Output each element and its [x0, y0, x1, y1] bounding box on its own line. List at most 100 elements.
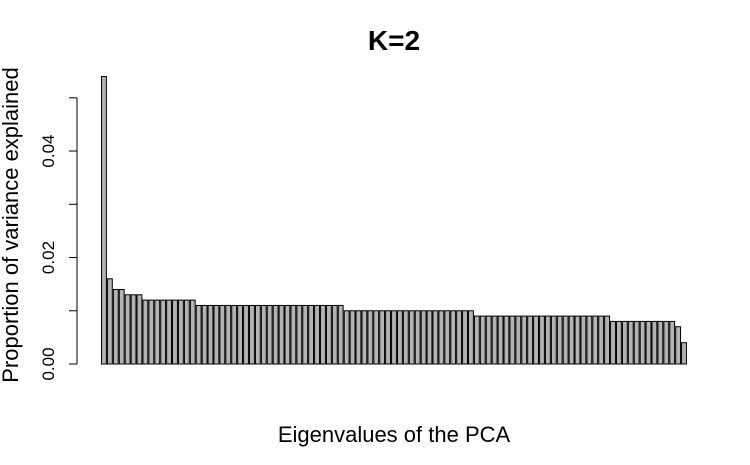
bar: [243, 304, 249, 365]
bar: [118, 288, 125, 365]
bar: [166, 299, 172, 365]
bar: [272, 304, 279, 365]
bar: [568, 315, 575, 365]
bar: [669, 320, 676, 365]
bar: [106, 278, 113, 365]
bar: [237, 304, 244, 365]
bar: [396, 310, 403, 365]
bar: [172, 299, 178, 365]
bar: [515, 315, 522, 365]
bar: [124, 294, 131, 365]
y-axis: 0.00 0.02 0.04: [39, 97, 78, 381]
bar: [444, 310, 451, 365]
bar: [586, 315, 593, 365]
bar: [136, 294, 143, 365]
bar: [580, 315, 587, 365]
bar: [302, 304, 309, 365]
bar: [468, 310, 474, 365]
bar: [598, 315, 605, 365]
bar: [485, 315, 492, 365]
bar: [491, 315, 498, 365]
bar: [213, 304, 220, 365]
bar: [154, 299, 161, 365]
y-axis-label: Proportion of variance explained: [0, 67, 23, 383]
bar: [402, 310, 409, 365]
bar: [101, 76, 107, 365]
bar: [645, 320, 652, 365]
bar: [343, 310, 350, 365]
y-tick-label: 0.02: [39, 241, 58, 274]
bars: [101, 76, 687, 365]
y-tick-label: 0.04: [39, 134, 58, 167]
bar: [320, 304, 326, 365]
bar: [426, 310, 433, 365]
bar: [219, 304, 226, 365]
bar: [207, 304, 214, 365]
bar: [296, 304, 303, 365]
bar: [527, 315, 534, 365]
bar: [201, 304, 208, 365]
bar: [314, 304, 320, 365]
bar: [391, 310, 397, 365]
bar: [385, 310, 391, 365]
bar: [550, 315, 557, 365]
bar: [249, 304, 255, 365]
bar: [574, 315, 581, 365]
bar: [195, 304, 202, 365]
bar: [189, 299, 196, 365]
bar: [260, 304, 267, 365]
bar: [639, 320, 646, 365]
bar: [651, 320, 658, 365]
bar: [361, 310, 368, 365]
bar: [675, 326, 682, 365]
bar: [355, 310, 362, 365]
bar: [503, 315, 510, 365]
bar: [627, 320, 634, 365]
bar: [420, 310, 427, 365]
bar: [521, 315, 528, 365]
bar: [479, 315, 486, 365]
bar: [225, 304, 232, 365]
bar: [657, 320, 664, 365]
bar: [367, 310, 374, 365]
x-axis-label: Eigenvalues of the PCA: [278, 422, 511, 447]
bar: [337, 304, 344, 365]
bar: [254, 304, 261, 365]
bar: [142, 299, 149, 365]
bar: [177, 299, 184, 365]
bar: [290, 304, 297, 365]
bar: [450, 310, 457, 365]
bar: [473, 315, 480, 365]
bar: [414, 310, 421, 365]
bar: [533, 315, 539, 365]
bar: [539, 315, 545, 365]
bar: [284, 304, 291, 365]
bar: [456, 310, 463, 365]
bar: [331, 304, 338, 365]
bar: [592, 315, 599, 365]
bar: [373, 310, 380, 365]
bar: [544, 315, 551, 365]
bar: [604, 315, 611, 365]
bar: [308, 304, 315, 365]
bar: [325, 304, 332, 365]
y-tick-label: 0.00: [39, 347, 58, 380]
chart-title: K=2: [368, 25, 420, 56]
bar: [462, 310, 468, 365]
bar: [621, 320, 628, 365]
bar: [556, 315, 563, 365]
bar: [379, 310, 386, 365]
bar: [562, 315, 569, 365]
bar: [610, 320, 616, 365]
bar: [432, 310, 439, 365]
bar: [130, 294, 137, 365]
bar: [663, 320, 670, 365]
bar: [266, 304, 273, 365]
bar: [497, 315, 504, 365]
bar: [438, 310, 445, 365]
bar: [349, 310, 356, 365]
bar: [616, 320, 622, 365]
bar: [408, 310, 415, 365]
bar: [148, 299, 155, 365]
